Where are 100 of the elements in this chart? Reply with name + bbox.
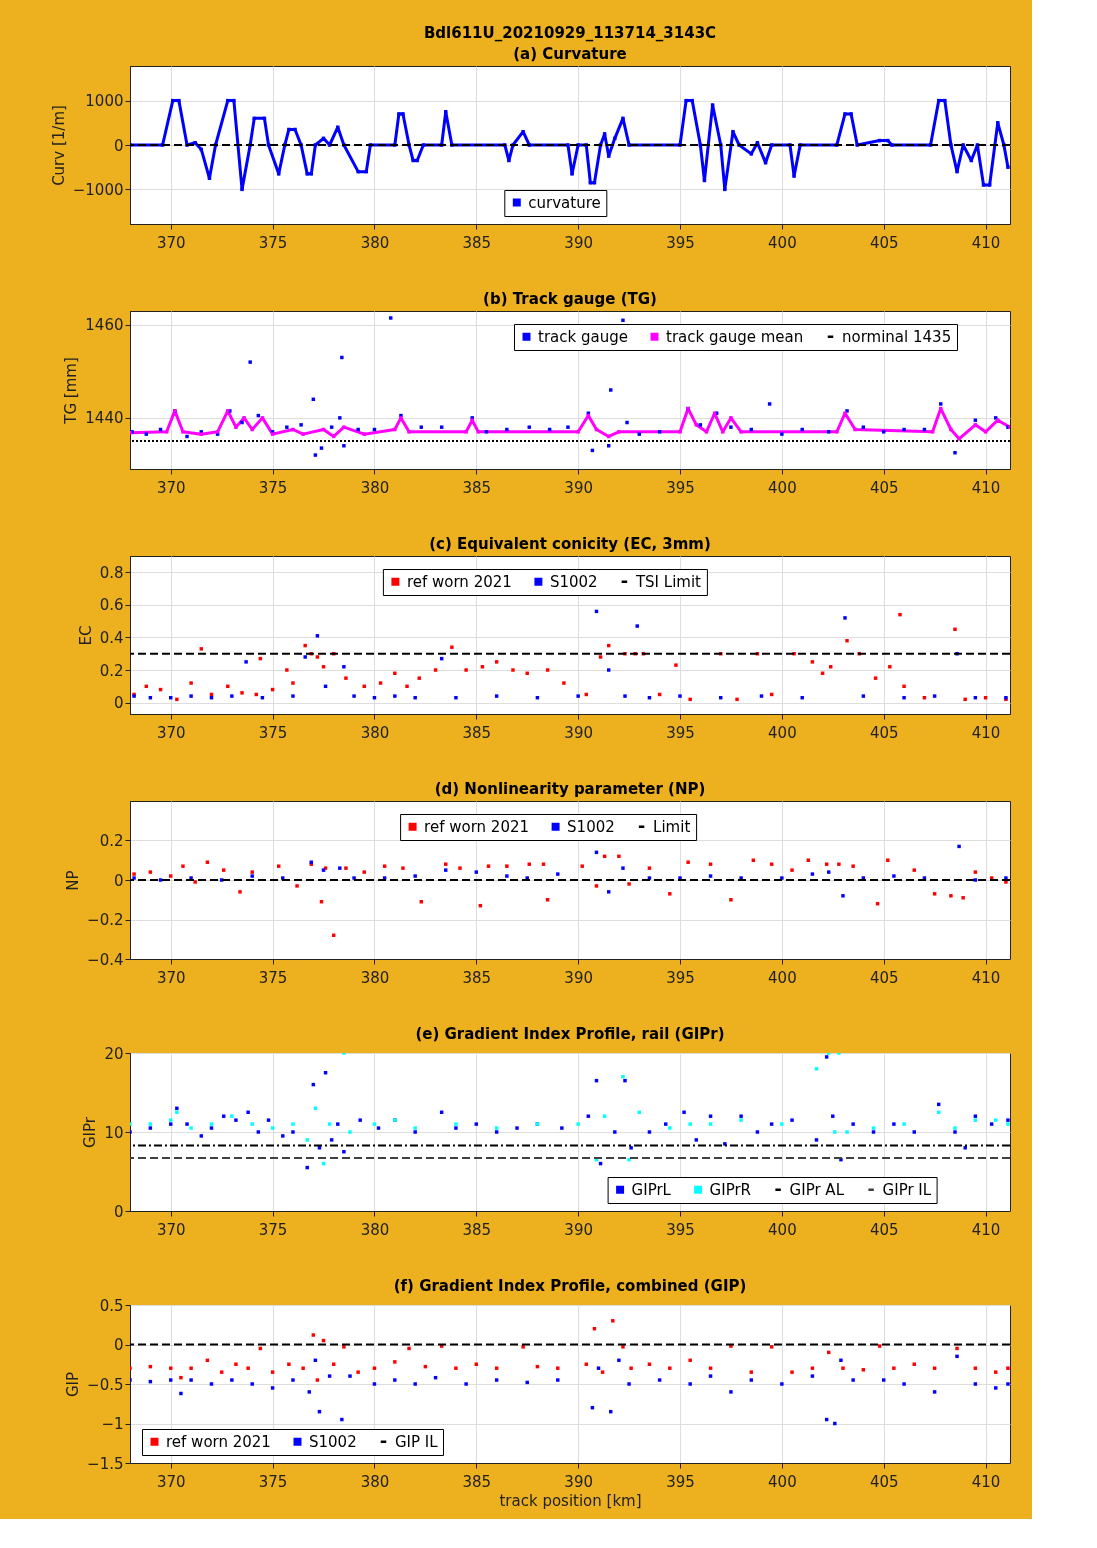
y-tick-label: −0.2 xyxy=(87,911,124,929)
x-tick-label: 405 xyxy=(869,478,899,497)
y-tick-label: 0.2 xyxy=(99,661,124,680)
y-axis-title: NP xyxy=(64,870,83,891)
y-tick-label: 20 xyxy=(104,1044,124,1063)
y-tick-label: 1000 xyxy=(85,92,124,111)
y-axis-title: Curv [1/m] xyxy=(49,105,68,186)
x-tick-label: 390 xyxy=(564,1220,593,1239)
y-axis-title: GIPr xyxy=(81,1116,100,1148)
x-tick-label: 385 xyxy=(462,478,492,497)
y-axis-title: TG [mm] xyxy=(62,357,81,425)
y-tick-label: 0.5 xyxy=(99,1296,124,1315)
legend-label: ref worn 2021 xyxy=(424,817,530,836)
x-tick-label: 370 xyxy=(156,723,186,742)
x-tick-label: 410 xyxy=(971,1220,1001,1239)
legend-label: GIPrL xyxy=(631,1180,672,1199)
x-tick-label: 400 xyxy=(768,968,797,987)
x-tick-label: 390 xyxy=(564,1472,593,1491)
x-tick-label: 405 xyxy=(869,723,899,742)
x-tick-label: 375 xyxy=(258,1220,288,1239)
x-tick-label: 375 xyxy=(258,723,288,742)
x-tick-label: 370 xyxy=(156,478,186,497)
x-tick-label: 390 xyxy=(564,233,593,252)
y-tick-label: 0 xyxy=(113,1202,124,1221)
x-tick-label: 385 xyxy=(462,1472,492,1491)
x-tick-label: 395 xyxy=(666,968,695,987)
y-tick-label: 1440 xyxy=(85,409,124,428)
x-tick-label: 390 xyxy=(564,478,593,497)
chart-title: Bdl611U_20210929_113714_3143C xyxy=(423,24,717,42)
x-tick-label: 390 xyxy=(564,723,593,742)
x-tick-label: 375 xyxy=(258,478,288,497)
x-tick-label: 405 xyxy=(869,968,899,987)
x-tick-label: 395 xyxy=(666,1472,695,1491)
x-tick-label: 400 xyxy=(768,723,797,742)
legend-label: track gauge xyxy=(538,327,628,346)
x-tick-label: 385 xyxy=(462,723,492,742)
y-tick-label: 1460 xyxy=(85,316,124,335)
y-tick-label: 0.6 xyxy=(99,596,124,615)
x-tick-label: 385 xyxy=(462,233,492,252)
x-tick-label: 395 xyxy=(666,478,695,497)
y-tick-label: 0 xyxy=(113,871,124,890)
legend-label: GIP IL xyxy=(395,1432,439,1451)
chart-title: (e) Gradient Index Profile, rail (GIPr) xyxy=(415,1025,725,1043)
chart-title: (b) Track gauge (TG) xyxy=(483,290,657,308)
y-tick-label: 0 xyxy=(113,694,124,713)
x-tick-label: 380 xyxy=(360,723,390,742)
y-axis-title: EC xyxy=(76,625,95,646)
legend-label: Limit xyxy=(653,817,691,836)
x-tick-label: 400 xyxy=(768,233,797,252)
x-tick-label: 380 xyxy=(360,1472,390,1491)
x-tick-label: 370 xyxy=(156,1472,186,1491)
x-tick-label: 410 xyxy=(971,723,1001,742)
x-tick-label: 400 xyxy=(768,478,797,497)
legend-label: norminal 1435 xyxy=(842,327,952,346)
y-tick-label: 0.2 xyxy=(99,832,124,850)
x-tick-label: 400 xyxy=(768,1472,797,1491)
y-tick-label: −1000 xyxy=(72,180,124,199)
x-tick-label: 375 xyxy=(258,1472,288,1491)
x-tick-label: 370 xyxy=(156,1220,186,1239)
legend-label: track gauge mean xyxy=(666,327,804,346)
y-tick-label: −1 xyxy=(101,1415,124,1433)
x-tick-label: 380 xyxy=(360,968,390,987)
x-tick-label: 370 xyxy=(156,233,186,252)
chart-title: (c) Equivalent conicity (EC, 3mm) xyxy=(429,535,711,553)
x-axis-title: track position [km] xyxy=(499,1491,642,1510)
chart-title: (f) Gradient Index Profile, combined (GIP) xyxy=(393,1277,747,1295)
y-axis-title: GIP xyxy=(64,1371,83,1398)
x-tick-label: 395 xyxy=(666,723,695,742)
x-tick-label: 405 xyxy=(869,233,899,252)
legend-label: curvature xyxy=(528,193,601,212)
y-tick-label: 10 xyxy=(104,1123,124,1142)
x-tick-label: 405 xyxy=(869,1220,899,1239)
x-tick-label: 410 xyxy=(971,1472,1001,1491)
y-tick-label: 0.8 xyxy=(99,563,124,582)
legend-label: S1002 xyxy=(549,572,598,591)
legend-label: TSI Limit xyxy=(634,572,702,591)
y-tick-label: 0 xyxy=(113,136,124,155)
x-tick-label: 380 xyxy=(360,233,390,252)
x-tick-label: 385 xyxy=(462,1220,492,1239)
x-tick-label: 375 xyxy=(258,968,288,987)
x-tick-label: 405 xyxy=(869,1472,899,1491)
y-tick-label: −1.5 xyxy=(87,1454,124,1473)
x-tick-label: 400 xyxy=(768,1220,797,1239)
legend-label: GIPr AL xyxy=(789,1180,845,1199)
y-tick-label: −0.5 xyxy=(87,1375,124,1394)
legend-label: S1002 xyxy=(309,1432,357,1451)
legend-label: GIPr IL xyxy=(882,1180,932,1199)
x-tick-label: 390 xyxy=(564,968,593,987)
x-tick-label: 395 xyxy=(666,1220,695,1239)
legend-label: ref worn 2021 xyxy=(166,1432,271,1451)
y-tick-label: 0.4 xyxy=(99,628,124,647)
chart-subtitle: (a) Curvature xyxy=(513,45,627,63)
y-tick-label: −0.4 xyxy=(87,950,124,969)
x-tick-label: 380 xyxy=(360,478,390,497)
x-tick-label: 410 xyxy=(971,968,1001,987)
legend-label: ref worn 2021 xyxy=(406,572,512,591)
legend-label: GIPrR xyxy=(709,1180,752,1199)
x-tick-label: 380 xyxy=(360,1220,390,1239)
y-tick-label: 0 xyxy=(113,1336,124,1354)
x-tick-label: 370 xyxy=(156,968,186,987)
